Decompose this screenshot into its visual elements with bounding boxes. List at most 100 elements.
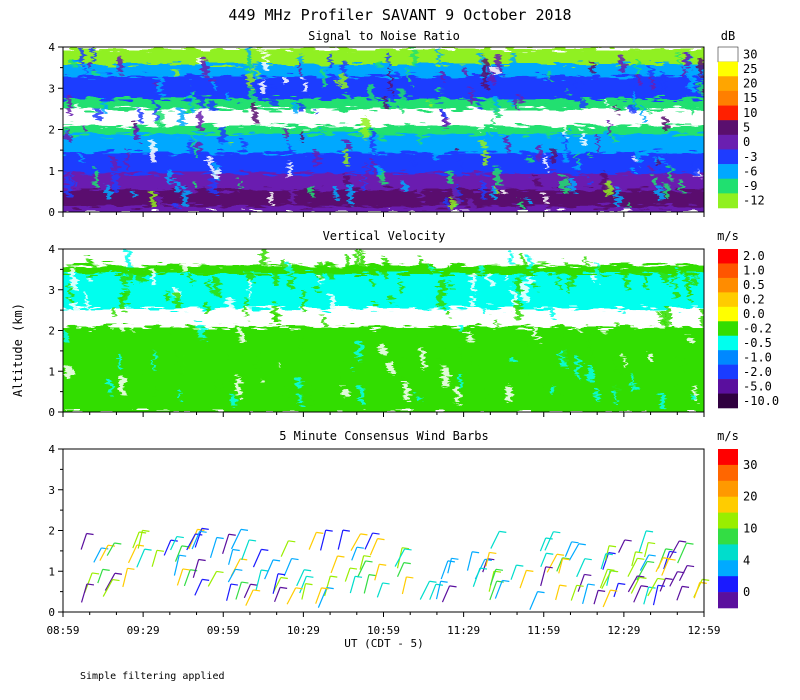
- colorbar-label: 4: [743, 553, 750, 567]
- colorbar-label: 10: [743, 106, 757, 120]
- field-streak: [87, 258, 94, 264]
- colorbar-swatch: [718, 350, 738, 365]
- field-streak: [382, 256, 386, 265]
- field-streak: [365, 389, 370, 409]
- colorbar-swatch: [718, 149, 738, 165]
- field-streak: [156, 194, 162, 210]
- field-streak: [509, 276, 512, 297]
- field-streak: [63, 332, 70, 343]
- field-streak: [489, 380, 496, 399]
- field-streak: [595, 389, 600, 401]
- wind-barb: [359, 555, 371, 570]
- field-streak: [399, 89, 405, 102]
- field-streak: [189, 274, 193, 284]
- field-streak: [544, 154, 547, 170]
- field-streak: [384, 260, 390, 280]
- field-streak: [328, 52, 332, 69]
- field-streak: [446, 198, 449, 209]
- wind-barb: [369, 538, 385, 556]
- field-streak: [125, 249, 131, 269]
- field-streak: [225, 92, 229, 101]
- colorbar-swatch: [718, 496, 738, 513]
- field-streak: [520, 281, 528, 300]
- x-axis-label: UT (CDT - 5): [344, 637, 423, 650]
- field-streak: [469, 295, 474, 307]
- field-streak: [568, 104, 572, 109]
- wind-barb: [194, 578, 210, 596]
- wind-barb: [363, 574, 377, 594]
- y-tick-label: 3: [48, 484, 55, 497]
- colorbar-label: 20: [743, 490, 757, 504]
- wind-barb: [636, 560, 655, 581]
- field-streak: [342, 314, 346, 328]
- field-streak: [524, 343, 530, 356]
- field-streak: [349, 310, 355, 319]
- field-streak: [347, 184, 354, 204]
- field-streak: [402, 138, 408, 150]
- field-streak: [429, 102, 433, 107]
- field-streak: [691, 275, 698, 287]
- wind-barb: [669, 571, 685, 587]
- field-streak: [668, 394, 671, 401]
- wind-barb: [132, 531, 147, 549]
- wind-barb: [447, 557, 459, 574]
- field-streak: [399, 280, 402, 294]
- field-streak: [494, 106, 501, 118]
- field-streak: [420, 258, 424, 271]
- field-streak: [690, 395, 697, 400]
- field-layer-2: [63, 308, 704, 327]
- field-streak: [350, 353, 357, 369]
- field-streak: [360, 250, 365, 270]
- field-streak: [65, 365, 73, 379]
- wind-barb: [652, 584, 666, 606]
- snr-panel: Signal to Noise Ratio 0 1 2 3 4 dB 302520151…: [48, 29, 764, 219]
- wind-barb: [80, 583, 95, 603]
- field-streak: [631, 156, 636, 160]
- field-streak: [100, 189, 106, 207]
- field-streak: [644, 276, 648, 289]
- field-streak: [692, 156, 699, 175]
- field-streak: [292, 101, 298, 114]
- field-streak: [301, 130, 304, 143]
- field-streak: [418, 131, 422, 144]
- wind-barb: [296, 569, 312, 587]
- field-streak: [534, 177, 541, 186]
- wind-barb: [519, 569, 534, 589]
- field-streak: [673, 291, 680, 302]
- field-streak: [390, 95, 396, 105]
- field-streak: [668, 293, 674, 303]
- field-streak: [321, 315, 326, 326]
- field-streak: [477, 127, 485, 131]
- wind-barb: [555, 584, 567, 601]
- wind-barb: [151, 549, 164, 567]
- field-streak: [635, 151, 641, 164]
- field-streak: [285, 263, 291, 280]
- field-streak: [189, 350, 193, 367]
- wind-barb: [299, 575, 314, 594]
- field-streak: [482, 67, 487, 88]
- field-streak: [108, 381, 113, 396]
- field-streak: [339, 370, 343, 376]
- wind-barb: [630, 576, 647, 594]
- wind-barb: [577, 573, 592, 592]
- field-streak: [90, 258, 94, 270]
- field-streak: [67, 95, 72, 117]
- field-streak: [387, 362, 395, 373]
- field-streak: [455, 160, 462, 179]
- field-streak: [284, 127, 288, 140]
- wind-barb: [401, 576, 414, 595]
- wind-barb: [627, 557, 645, 577]
- field-streak: [273, 269, 279, 286]
- field-streak: [553, 171, 557, 178]
- wind-barb: [564, 541, 579, 557]
- wind-barb: [173, 554, 187, 576]
- wind-barb: [568, 543, 586, 561]
- wind-barb: [600, 553, 613, 570]
- field-streak: [138, 378, 144, 384]
- colorbar-label: -3: [743, 150, 757, 164]
- y-tick-label: 2: [48, 525, 55, 538]
- x-tick-label: 11:29: [447, 624, 480, 637]
- field-layer-9: [63, 63, 704, 77]
- field-streak: [569, 266, 576, 287]
